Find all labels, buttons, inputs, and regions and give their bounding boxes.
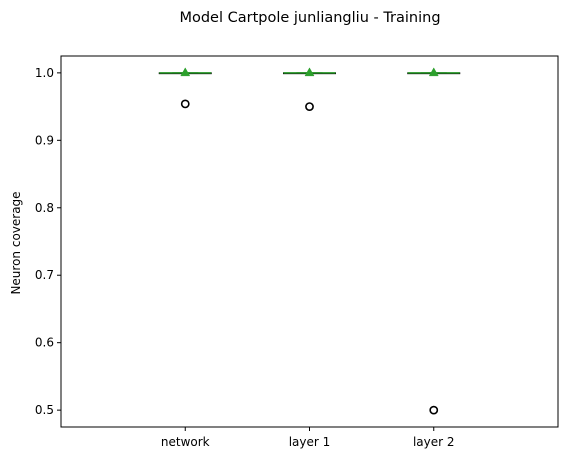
mean-marker [304,67,315,77]
y-tick-label: 0.7 [35,268,54,282]
x-tick-label: network [161,435,210,449]
chart-title: Model Cartpole junliangliu - Training [179,10,440,26]
plot-area: 0.5 0.6 0.7 0.8 0.9 1.0 network layer 1 layer 2 [35,55,559,449]
mean-marker [180,67,191,77]
outlier-point [429,405,439,415]
y-tick-label: 0.8 [35,201,54,215]
y-axis-label: Neuron coverage [9,191,23,294]
mean-marker [428,67,439,77]
y-tick-label: 0.9 [35,133,54,147]
y-tick-label: 1.0 [35,66,54,80]
y-tick-label: 0.5 [35,403,54,417]
x-tick-label: layer 2 [413,435,455,449]
x-tick-label: layer 1 [289,435,331,449]
outlier-point [305,102,314,111]
outlier-point [180,99,190,109]
plot-frame [60,55,559,428]
y-tick-label: 0.6 [35,336,54,350]
